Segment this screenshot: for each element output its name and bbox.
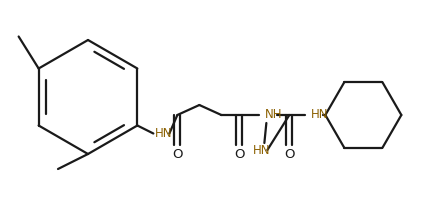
Text: HN: HN [312,108,329,122]
Text: O: O [284,148,295,161]
Text: O: O [172,148,183,161]
Text: HN: HN [156,127,173,140]
Text: HN: HN [253,143,271,157]
Text: NH: NH [266,108,283,122]
Text: O: O [234,148,245,161]
